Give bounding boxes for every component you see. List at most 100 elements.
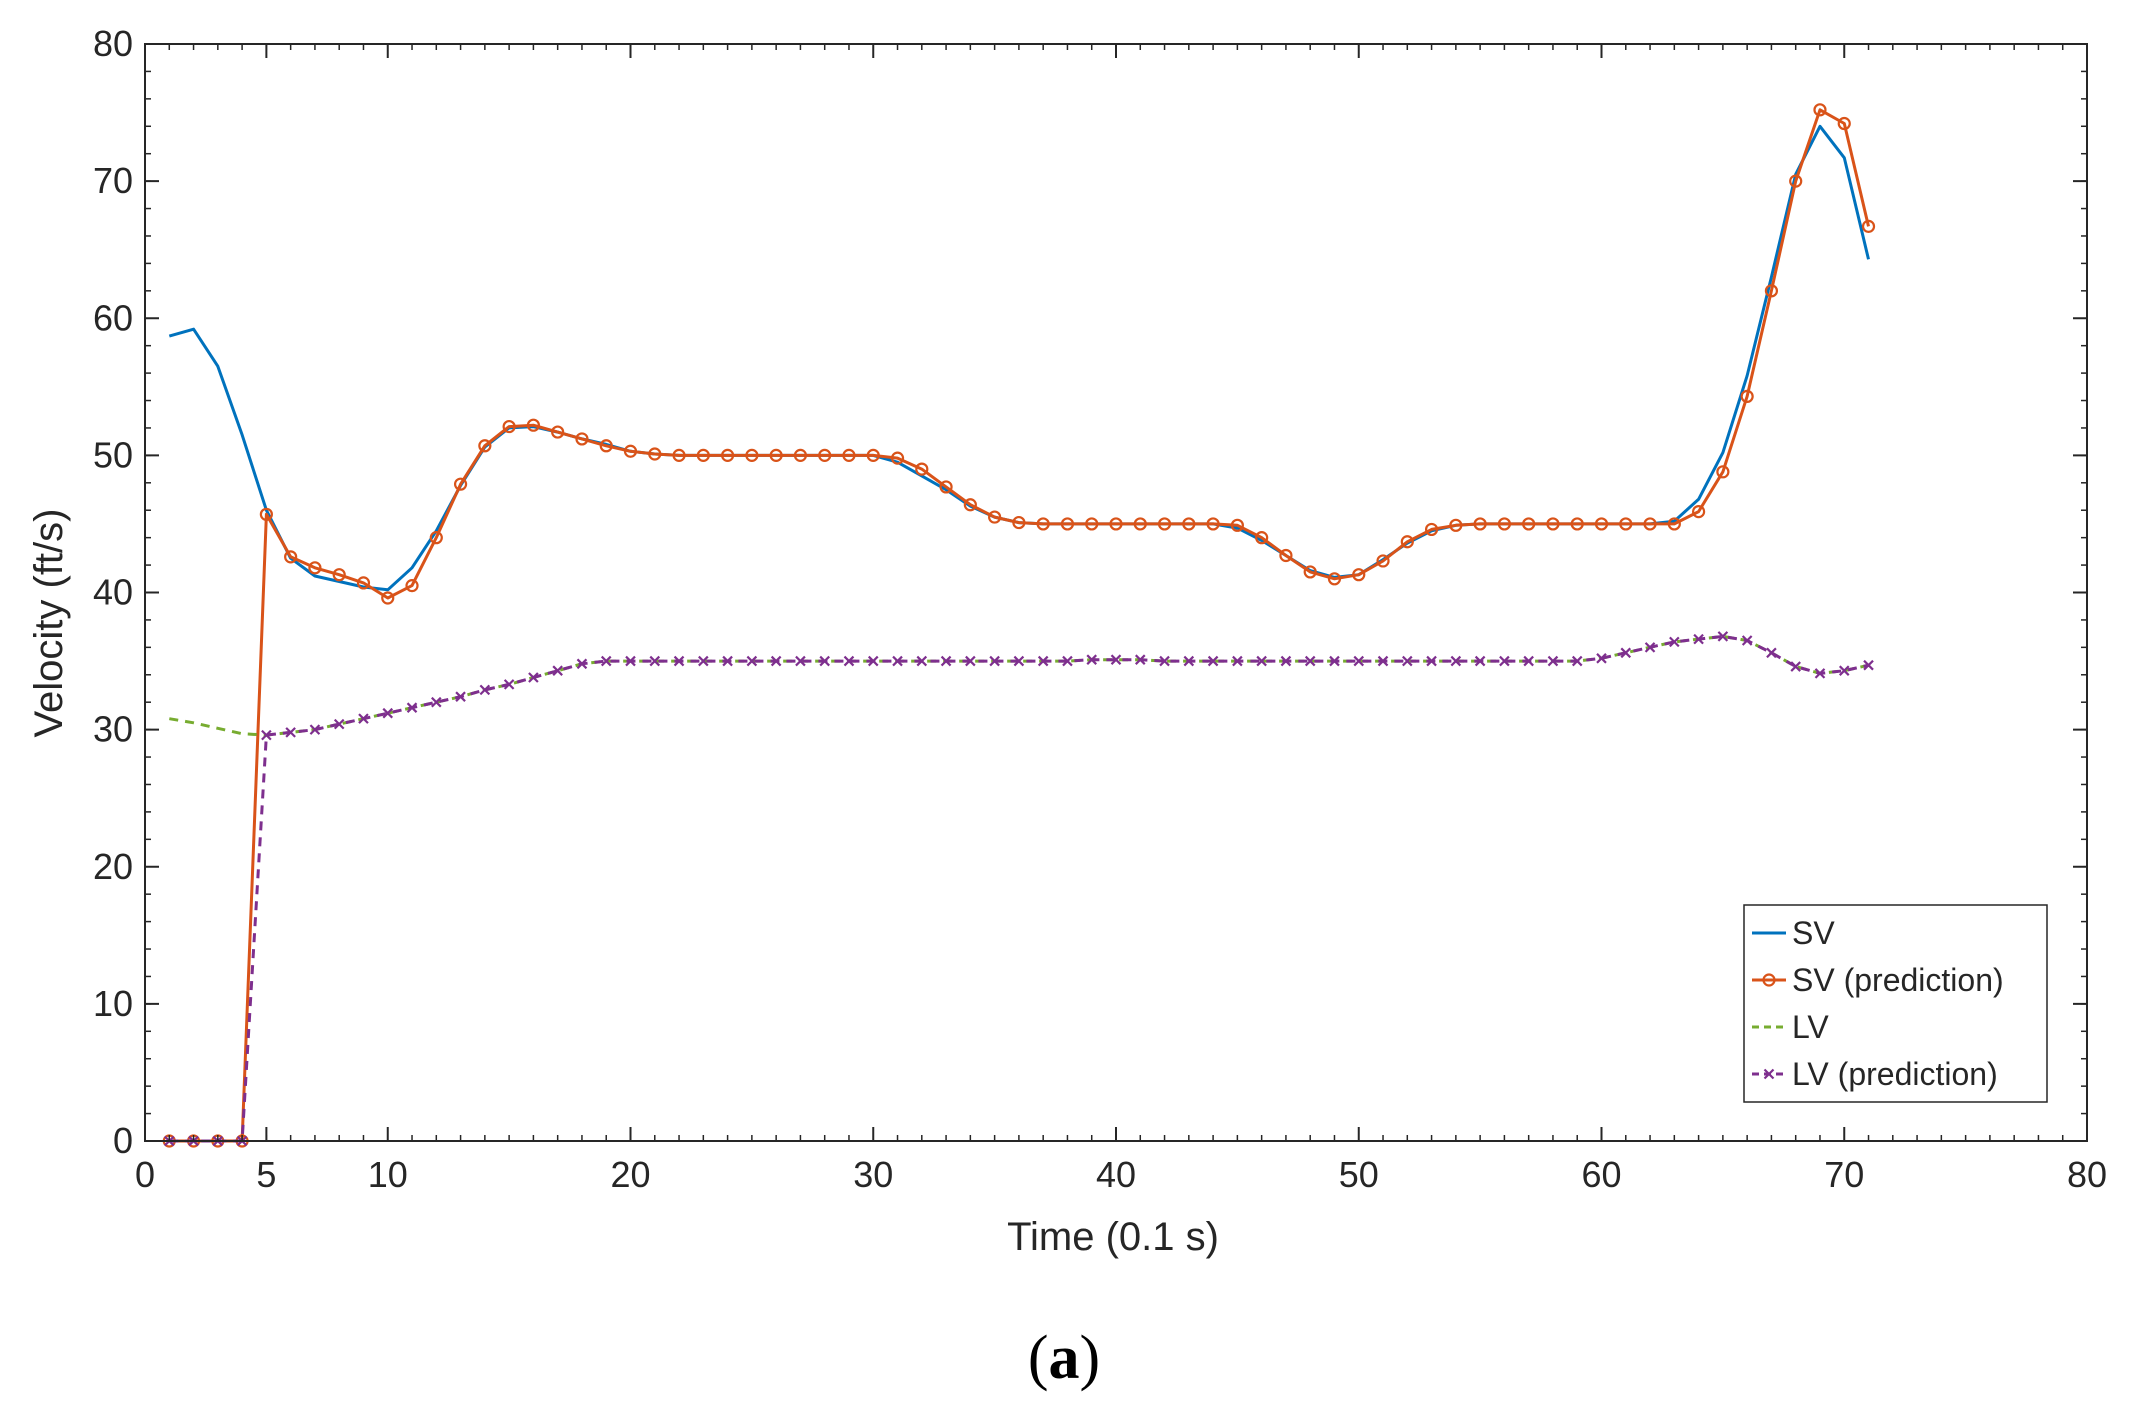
data-point-marker: [1838, 665, 1850, 676]
y-tick-label: 0: [113, 1120, 133, 1161]
y-tick-label: 20: [93, 846, 133, 887]
data-point-marker: [1691, 504, 1706, 519]
data-point-marker: [1157, 517, 1172, 531]
data-point-marker: [1110, 654, 1122, 665]
data-point-marker: [1863, 659, 1874, 671]
data-point-marker: [1086, 654, 1097, 665]
data-point-marker: [1667, 517, 1681, 531]
data-point-marker: [1571, 655, 1583, 667]
data-point-marker: [333, 718, 345, 730]
data-point-marker: [988, 510, 1002, 524]
data-point-marker: [551, 425, 565, 439]
y-tick-label: 10: [93, 983, 133, 1024]
data-point-marker: [769, 448, 783, 462]
data-point-marker: [1109, 517, 1123, 531]
data-point-marker: [648, 447, 662, 461]
y-tick-label: 50: [93, 434, 133, 475]
data-point-marker: [1182, 517, 1196, 531]
data-point-marker: [1232, 655, 1243, 667]
data-point-marker: [309, 724, 321, 735]
legend: SV SV (prediction) LV LV (prediction): [1743, 904, 2048, 1103]
data-point-marker: [455, 691, 466, 702]
data-point-marker: [1766, 647, 1777, 659]
data-point-marker: [1377, 655, 1389, 667]
x-tick-label: 5: [256, 1154, 276, 1195]
data-point-marker: [818, 448, 832, 462]
x-tick-label: 70: [1824, 1154, 1864, 1195]
data-point-marker: [1279, 548, 1293, 563]
x-tick-label: 50: [1339, 1154, 1379, 1195]
data-point-marker: [453, 477, 468, 491]
data-point-marker: [1861, 219, 1876, 233]
data-point-marker: [1036, 517, 1050, 531]
data-point-marker: [1376, 554, 1390, 568]
data-point-marker: [284, 550, 298, 564]
data-point-marker: [793, 448, 808, 462]
data-point-marker: [1594, 517, 1609, 531]
data-point-marker: [1547, 655, 1559, 667]
data-point-marker: [842, 448, 856, 462]
data-point-marker: [843, 655, 855, 667]
data-point-marker: [770, 655, 782, 667]
data-point-marker: [819, 655, 830, 667]
data-point-marker: [1449, 518, 1463, 532]
data-point-marker: [1669, 636, 1680, 648]
data-point-marker: [1740, 389, 1754, 404]
data-point-marker: [1037, 655, 1049, 667]
data-point-marker: [1426, 655, 1437, 667]
data-point-marker: [1159, 655, 1170, 667]
data-point-marker: [1473, 517, 1487, 531]
data-point-marker: [1619, 517, 1633, 531]
x-tick-label: 10: [368, 1154, 408, 1195]
data-point-marker: [1012, 515, 1026, 530]
data-point-marker: [672, 448, 686, 462]
x-axis-title: Time (0.1 s): [1007, 1215, 1219, 1259]
data-point-marker: [1790, 661, 1801, 672]
legend-entry: SV: [1752, 915, 1835, 951]
x-tick-label: 40: [1096, 1154, 1136, 1195]
x-tick-label: 30: [853, 1154, 893, 1195]
data-point-marker: [599, 439, 613, 453]
data-point-marker: [1644, 642, 1656, 653]
legend-marker: [1763, 1068, 1775, 1080]
data-point-marker: [1814, 668, 1826, 679]
data-point-marker: [308, 561, 322, 575]
data-point-marker: [989, 655, 1000, 667]
figure-caption: (a): [1028, 1324, 1100, 1392]
data-point-marker: [649, 655, 661, 667]
series-line: [169, 108, 1870, 1143]
data-point-marker: [890, 451, 905, 465]
series-2: [169, 634, 1869, 737]
legend-marker: [1762, 973, 1776, 987]
data-point-marker: [1402, 655, 1413, 667]
data-point-marker: [746, 655, 758, 667]
legend-box: [1743, 904, 2048, 1103]
data-point-marker: [1596, 653, 1607, 664]
data-point-marker: [939, 480, 953, 494]
data-point-marker: [1013, 655, 1025, 667]
axes-layer: 0 5 10 20 30 40 50 60 70 80 0 10 20 30 40 50 60 70 80: [93, 23, 2107, 1195]
x-tick-label: 0: [135, 1154, 155, 1195]
data-point-marker: [261, 729, 272, 741]
data-point-marker: [1183, 655, 1195, 667]
data-point-marker: [915, 462, 929, 476]
data-point-marker: [356, 576, 371, 590]
data-point-marker: [1230, 518, 1244, 532]
data-point-marker: [1497, 517, 1512, 531]
legend-entry: LV (prediction): [1752, 1056, 1998, 1092]
y-axis-title: Velocity (ft/s): [27, 509, 71, 738]
data-point-marker: [431, 696, 442, 708]
data-point-marker: [1522, 517, 1536, 531]
data-point-marker: [600, 655, 612, 667]
data-point-marker: [528, 672, 539, 683]
data-point-marker: [526, 418, 541, 432]
data-point-marker: [1062, 655, 1073, 667]
legend-label: SV: [1792, 915, 1835, 951]
data-point-marker: [1424, 522, 1439, 537]
data-point-marker: [429, 531, 443, 545]
data-point-marker: [673, 655, 685, 667]
y-tick-label: 80: [93, 23, 133, 64]
data-point-marker: [1304, 655, 1316, 667]
